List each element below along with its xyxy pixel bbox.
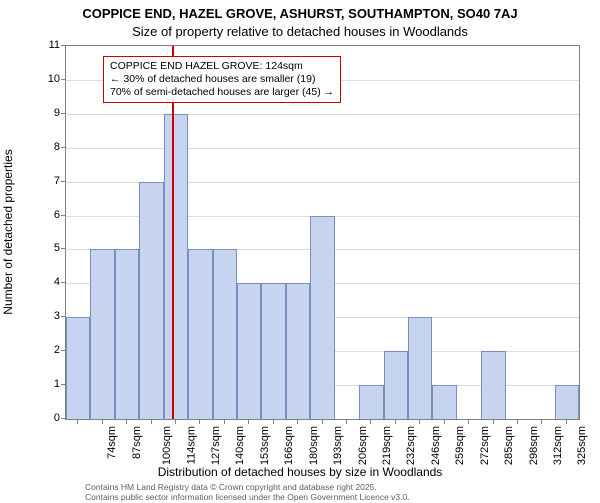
ytick-label: 3 <box>32 310 60 322</box>
histogram-bar <box>481 351 505 419</box>
xtick-mark <box>419 420 420 424</box>
ytick-mark <box>61 282 65 283</box>
xtick-mark <box>468 420 469 424</box>
ytick-label: 8 <box>32 141 60 153</box>
xtick-label: 166sqm <box>283 426 295 465</box>
ytick-label: 11 <box>32 39 60 51</box>
ytick-mark <box>61 384 65 385</box>
ytick-label: 2 <box>32 344 60 356</box>
chart-title-line2: Size of property relative to detached ho… <box>0 24 600 39</box>
ytick-mark <box>61 147 65 148</box>
xtick-mark <box>395 420 396 424</box>
histogram-bar <box>188 249 212 419</box>
xtick-mark <box>273 420 274 424</box>
histogram-bar <box>139 182 163 419</box>
ytick-label: 0 <box>32 412 60 424</box>
xtick-label: 153sqm <box>259 426 271 465</box>
xtick-label: 259sqm <box>454 426 466 465</box>
histogram-bar <box>90 249 114 419</box>
histogram-bar <box>261 283 285 419</box>
ytick-mark <box>61 350 65 351</box>
xtick-label: 127sqm <box>210 426 222 465</box>
xtick-label: 114sqm <box>185 426 197 464</box>
xtick-label: 180sqm <box>308 426 320 465</box>
ytick-mark <box>61 215 65 216</box>
xtick-mark <box>370 420 371 424</box>
ytick-mark <box>61 45 65 46</box>
xtick-label: 246sqm <box>430 426 442 465</box>
xtick-mark <box>77 420 78 424</box>
histogram-bar <box>286 283 310 419</box>
xtick-mark <box>151 420 152 424</box>
xtick-mark <box>199 420 200 424</box>
xtick-label: 219sqm <box>381 426 393 465</box>
ytick-label: 6 <box>32 209 60 221</box>
annotation-box: COPPICE END HAZEL GROVE: 124sqm ← 30% of… <box>103 56 341 103</box>
ytick-label: 4 <box>32 276 60 288</box>
xtick-mark <box>322 420 323 424</box>
xtick-label: 74sqm <box>106 426 118 459</box>
xtick-label: 285sqm <box>503 426 515 465</box>
chart-title-line1: COPPICE END, HAZEL GROVE, ASHURST, SOUTH… <box>0 6 600 21</box>
histogram-bar <box>555 385 579 419</box>
xtick-label: 206sqm <box>357 426 369 465</box>
xtick-mark <box>175 420 176 424</box>
histogram-bar <box>213 249 237 419</box>
xtick-label: 325sqm <box>576 426 588 465</box>
histogram-bar <box>384 351 408 419</box>
x-axis-label: Distribution of detached houses by size … <box>0 465 600 479</box>
ytick-label: 10 <box>32 73 60 85</box>
gridline <box>66 148 579 149</box>
histogram-bar <box>115 249 139 419</box>
ytick-mark <box>61 181 65 182</box>
xtick-mark <box>224 420 225 424</box>
xtick-label: 100sqm <box>161 426 173 465</box>
ytick-mark <box>61 113 65 114</box>
xtick-mark <box>566 420 567 424</box>
histogram-bar <box>164 114 188 419</box>
histogram-bar <box>66 317 90 419</box>
xtick-mark <box>248 420 249 424</box>
ytick-label: 9 <box>32 107 60 119</box>
xtick-mark <box>493 420 494 424</box>
ytick-mark <box>61 316 65 317</box>
ytick-label: 1 <box>32 378 60 390</box>
xtick-mark <box>541 420 542 424</box>
xtick-label: 140sqm <box>234 426 246 465</box>
histogram-bar <box>432 385 456 419</box>
plot-area: COPPICE END HAZEL GROVE: 124sqm ← 30% of… <box>65 45 580 420</box>
histogram-bar <box>237 283 261 419</box>
xtick-mark <box>517 420 518 424</box>
xtick-mark <box>297 420 298 424</box>
ytick-mark <box>61 248 65 249</box>
xtick-mark <box>346 420 347 424</box>
xtick-label: 312sqm <box>552 426 564 465</box>
xtick-mark <box>102 420 103 424</box>
ytick-mark <box>61 418 65 419</box>
xtick-label: 272sqm <box>479 426 491 465</box>
ytick-label: 7 <box>32 175 60 187</box>
histogram-bar <box>408 317 432 419</box>
xtick-label: 232sqm <box>405 426 417 465</box>
gridline <box>66 114 579 115</box>
xtick-mark <box>126 420 127 424</box>
histogram-chart: COPPICE END, HAZEL GROVE, ASHURST, SOUTH… <box>0 0 600 500</box>
histogram-bar <box>310 216 334 419</box>
xtick-label: 87sqm <box>131 426 143 459</box>
ytick-mark <box>61 79 65 80</box>
ytick-label: 5 <box>32 242 60 254</box>
xtick-mark <box>444 420 445 424</box>
y-axis-label: Number of detached properties <box>1 149 15 314</box>
histogram-bar <box>359 385 383 419</box>
xtick-label: 298sqm <box>528 426 540 465</box>
xtick-label: 193sqm <box>332 426 344 465</box>
